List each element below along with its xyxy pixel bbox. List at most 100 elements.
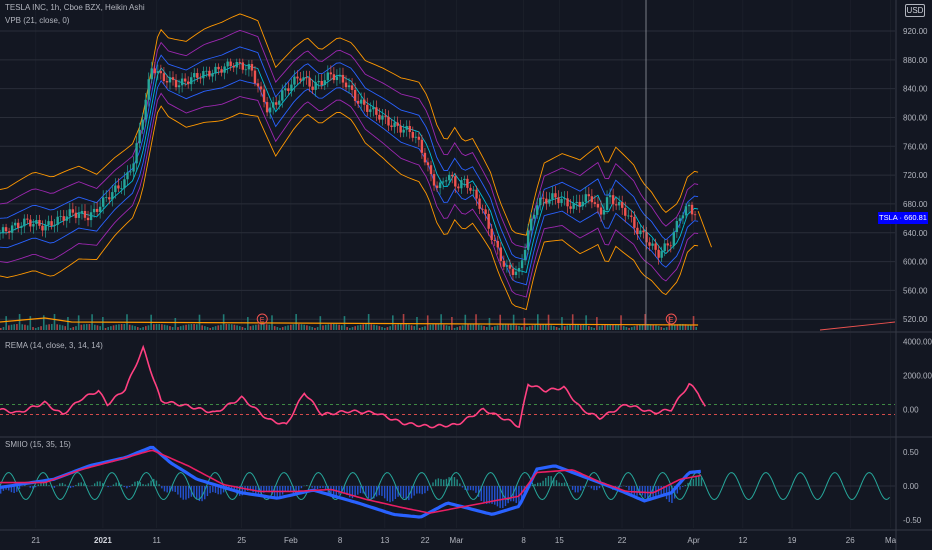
volume-bar [695, 326, 698, 330]
candle-body [678, 218, 682, 221]
symbol-title: TESLA INC, 1h, Cboe BZX, Heikin Ashi [5, 3, 145, 12]
candle-body [68, 209, 72, 217]
volume-bar [687, 324, 689, 330]
x-axis-ticks: 21 2021 11 25 Feb 8 13 22 Mar 8 15 22 Apr 12 19 26 Ma [31, 536, 896, 545]
smio-histogram-bar [571, 486, 574, 490]
smio-histogram-bar [147, 483, 150, 487]
candle-body [463, 178, 466, 181]
smio-histogram-bar [617, 486, 619, 489]
volume-bar [434, 324, 437, 330]
volume-bar [67, 317, 69, 330]
volume-bar [389, 326, 391, 330]
earnings-marker [256, 313, 268, 325]
smio-histogram-bar [690, 480, 692, 487]
x-tick-label: 26 [846, 536, 855, 545]
smio-histogram-bar [563, 482, 566, 487]
rema-legend[interactable]: REMA (14, close, 3, 14, 14) [5, 341, 103, 350]
volume-bar [673, 324, 676, 330]
price-tick-label: 880.00 [903, 56, 928, 65]
candle-body [517, 268, 521, 272]
smio-histogram-bar [443, 479, 445, 487]
smio-histogram-bar [311, 486, 313, 488]
candle-body [481, 208, 484, 210]
volume-bar [59, 324, 61, 330]
smio-histogram-bar [673, 486, 676, 499]
smio-histogram-bar [72, 486, 74, 488]
smio-histogram-bar [579, 486, 582, 491]
volume-bar [16, 324, 18, 330]
volume-bar [649, 324, 652, 330]
volume-bar [448, 326, 450, 330]
candle-body [101, 197, 105, 207]
volume-bar [598, 326, 601, 330]
volume-bar [93, 324, 96, 330]
smio-histogram-bar [410, 486, 413, 499]
smio-histogram-bar [319, 486, 321, 489]
candle-body [211, 73, 214, 77]
volume-bar [502, 324, 504, 330]
smio-histogram-bar [83, 483, 85, 487]
candle-body [150, 68, 153, 80]
candle-body [238, 61, 241, 63]
smio-histogram-bar [451, 476, 453, 487]
candle-body [660, 251, 663, 258]
candle-body [190, 77, 193, 85]
volume-bar [526, 327, 528, 330]
currency-badge[interactable]: USD [905, 4, 925, 17]
candle-body [617, 202, 621, 206]
volume-bar [437, 324, 440, 330]
candle-body [520, 260, 524, 269]
candle-body [341, 74, 345, 83]
candle-body [290, 84, 293, 91]
volume-bar [284, 326, 287, 330]
volume-bar [187, 324, 190, 330]
smio-pane[interactable] [0, 445, 890, 519]
candle-body [624, 207, 627, 216]
smio-histogram-bar [123, 486, 125, 488]
volume-bar [300, 324, 303, 330]
price-tick-label: 800.00 [903, 113, 928, 122]
candle-body [432, 174, 436, 186]
candle-body [466, 178, 469, 188]
volume-bar [88, 324, 91, 330]
volume-bar [115, 324, 118, 330]
x-tick-label: 13 [380, 536, 389, 545]
volume-bar [424, 326, 426, 330]
price-tick-label: 520.00 [903, 315, 928, 324]
candle-body [284, 88, 287, 91]
volume-bar [410, 325, 413, 330]
smio-histogram-bar [343, 486, 346, 494]
candle-body [630, 215, 633, 217]
candle-body [278, 100, 281, 105]
volume-bar [281, 327, 284, 330]
candle-body [614, 204, 618, 206]
smio-histogram-bar [480, 486, 483, 501]
volume-bar [77, 315, 80, 330]
volume-bar [569, 324, 571, 330]
smio-histogram-bar [230, 486, 233, 490]
smio-histogram-bar [166, 486, 168, 493]
candle-body [329, 72, 333, 75]
candle-body [578, 201, 581, 207]
candle-body [256, 83, 260, 87]
candle-body [663, 243, 666, 252]
smio-histogram-bar [61, 482, 64, 487]
smio-legend[interactable]: SMIIO (15, 35, 15) [5, 440, 71, 449]
candle-body [347, 85, 351, 88]
volume-bar [134, 326, 136, 330]
smio-histogram-bar [405, 486, 407, 500]
smio-histogram-bar [426, 486, 429, 491]
candle-body [684, 206, 688, 216]
smio-histogram-bar [679, 486, 681, 490]
price-candles[interactable] [0, 0, 697, 330]
smio-histogram-bar [534, 483, 536, 487]
candle-body [499, 247, 503, 261]
volume-bar [0, 328, 2, 330]
smio-histogram-bar [496, 486, 499, 507]
rema-pane[interactable] [0, 344, 895, 429]
candle-body [590, 196, 594, 203]
volume-bar [24, 324, 26, 330]
smio-histogram-bar [440, 478, 442, 487]
vpb-legend[interactable]: VPB (21, close, 0) [5, 16, 70, 25]
